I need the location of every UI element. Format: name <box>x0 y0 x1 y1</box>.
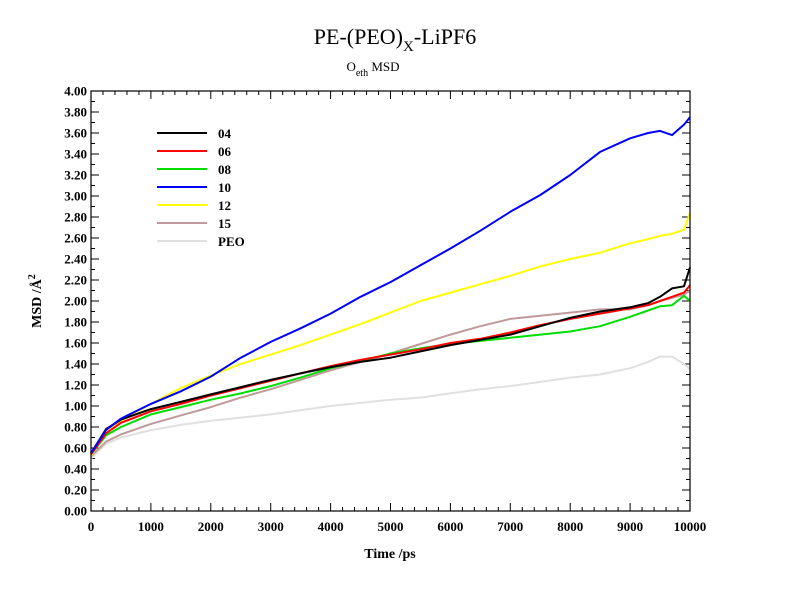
series-line-10 <box>90 116 691 454</box>
y-tick-label: 1.40 <box>64 357 87 372</box>
x-tick-label: 6000 <box>437 519 463 534</box>
y-tick-label: 1.20 <box>64 378 87 393</box>
series-line-12 <box>90 212 691 456</box>
y-tick-label: 3.60 <box>64 126 87 141</box>
legend: 04 06 08 10 12 15 PEO <box>157 126 245 249</box>
y-tick-label: 2.20 <box>64 273 87 288</box>
legend-label-06: 06 <box>218 144 232 159</box>
legend-label-15: 15 <box>218 216 232 231</box>
y-tick-label: 0.60 <box>64 441 87 456</box>
x-tick-label: 2000 <box>198 519 224 534</box>
x-tick-label: 1000 <box>138 519 164 534</box>
x-tick-label: 8000 <box>557 519 583 534</box>
y-tick-label: 0.80 <box>64 420 87 435</box>
x-axis-label: Time /ps <box>364 547 416 562</box>
chart-title-suffix: -LiPF6 <box>414 24 476 49</box>
legend-label-12: 12 <box>218 198 231 213</box>
y-tick-label: 0.00 <box>64 504 87 519</box>
x-tick-labels: 0 1000 2000 3000 4000 5000 6000 7000 8000 9000 100… <box>88 519 707 534</box>
series-line-04 <box>90 267 691 454</box>
x-tick-label: 0 <box>88 519 95 534</box>
y-tick-label: 3.20 <box>64 168 87 183</box>
y-axis-label-superscript: 2 <box>27 274 38 279</box>
y-tick-label: 1.60 <box>64 336 87 351</box>
x-tick-label: 9000 <box>617 519 643 534</box>
y-tick-label: 3.80 <box>64 105 87 120</box>
y-tick-label: 2.40 <box>64 252 87 267</box>
series-line-peo <box>90 355 691 460</box>
y-tick-label: 4.00 <box>64 84 87 99</box>
y-tick-label: 2.80 <box>64 210 87 225</box>
series-line-15 <box>90 289 691 458</box>
y-axis-label-main: MSD /Å <box>29 278 45 328</box>
x-tick-label: 7000 <box>497 519 523 534</box>
chart-title: PE-(PEO)X-LiPF6 <box>314 24 476 55</box>
legend-label-08: 08 <box>218 162 232 177</box>
chart-title-main: PE-(PEO) <box>314 24 403 49</box>
y-tick-label: 0.40 <box>64 462 87 477</box>
legend-label-10: 10 <box>218 180 231 195</box>
chart-subtitle: Oeth MSD <box>346 59 399 79</box>
y-tick-label: 0.20 <box>64 483 87 498</box>
plot-frame <box>90 90 691 512</box>
axis-ticks <box>90 90 691 512</box>
series-line-06 <box>90 284 691 455</box>
chart-subtitle-suffix: MSD <box>368 59 399 74</box>
y-tick-labels: 0.00 0.20 0.40 0.60 0.80 1.00 1.20 1.40 1.60 1.80… <box>64 84 87 519</box>
chart-subtitle-main: O <box>346 59 355 74</box>
legend-label-peo: PEO <box>218 234 245 249</box>
y-tick-label: 2.60 <box>64 231 87 246</box>
chart-title-subscript: X <box>403 39 414 55</box>
x-tick-label: 5000 <box>378 519 404 534</box>
x-tick-label: 10000 <box>674 519 707 534</box>
y-tick-label: 3.40 <box>64 147 87 162</box>
x-tick-label: 3000 <box>258 519 284 534</box>
y-tick-label: 1.00 <box>64 399 87 414</box>
y-tick-label: 1.80 <box>64 315 87 330</box>
legend-label-04: 04 <box>218 126 232 141</box>
y-tick-label: 3.00 <box>64 189 87 204</box>
y-axis-label: MSD /Å2 <box>27 274 45 328</box>
y-tick-label: 2.00 <box>64 294 87 309</box>
chart-subtitle-subscript: eth <box>356 68 368 79</box>
series-lines <box>90 116 691 460</box>
x-tick-label: 4000 <box>318 519 344 534</box>
